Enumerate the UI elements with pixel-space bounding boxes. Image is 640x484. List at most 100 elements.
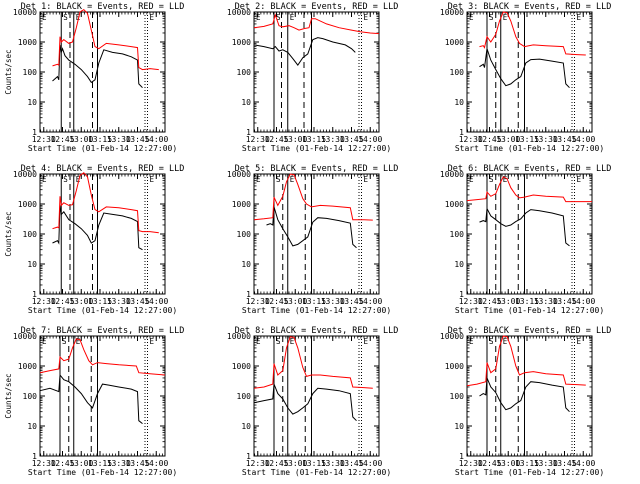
plot-frame [466,335,593,457]
plot-title: Det 8: BLACK = Events, RED = LLD [235,326,399,336]
x-tick-label: 13:00 [69,459,93,468]
y-tick-label: 1000 [445,200,464,209]
detector-plot-9: Det 9: BLACK = Events, RED = LLD 1 10 100 10… [440,326,612,477]
interval-marker-label: E [469,175,474,184]
y-tick-label: 100 [237,230,252,239]
x-tick-label: 13:00 [496,297,520,306]
x-tick-label: 12:30 [246,297,270,306]
detector-plot-1: Det 1: BLACK = Events, RED = LLD 1 10 100 10… [4,2,184,153]
x-tick-label: 14:00 [358,297,382,306]
y-tick-label: 1 [246,290,251,299]
events-series-line [479,206,570,247]
lld-series-line [253,13,380,35]
y-tick-label: 1 [32,290,37,299]
x-tick-label: 13:45 [339,459,363,468]
interval-marker-label: E [577,13,582,22]
detector-plot-7: Det 7: BLACK = Events, RED = LLD 1 10 100 10… [4,326,185,477]
x-tick-label: 13:15 [302,297,326,306]
interval-marker-label: E [256,13,261,22]
y-tick-label: 10 [454,260,464,269]
y-tick-label: 10 [27,422,37,431]
interval-marker-label: E [469,13,474,22]
x-axis-label: Start Time (01-Feb-14 12:27:00) [28,144,177,153]
y-tick-label: 1 [246,452,251,461]
x-tick-label: 13:30 [321,297,345,306]
plot-title: Det 3: BLACK = Events, RED = LLD [448,2,612,12]
events-series-line [253,37,356,66]
x-tick-label: 13:30 [534,459,558,468]
x-tick-label: 13:15 [515,135,539,144]
y-tick-label: 10000 [440,8,464,17]
x-tick-label: 13:15 [88,135,112,144]
interval-marker-label: S [489,337,494,346]
x-axis-label: Start Time (01-Feb-14 12:27:00) [28,306,177,315]
y-tick-label: 1000 [18,200,37,209]
x-tick-label: 14:00 [144,135,168,144]
lld-series-line [466,335,586,387]
y-tick-label: 10 [454,98,464,107]
plot-title: Det 6: BLACK = Events, RED = LLD [448,164,612,174]
x-tick-label: 14:00 [571,135,595,144]
y-tick-label: 1 [32,128,37,137]
x-axis-label: Start Time (01-Feb-14 12:27:00) [28,468,177,477]
interval-marker-label: E [364,175,369,184]
events-series-line [39,373,143,424]
x-tick-label: 13:00 [496,135,520,144]
x-tick-label: 13:45 [125,459,149,468]
x-tick-label: 13:15 [515,459,539,468]
events-series-line [52,44,143,89]
x-tick-label: 12:30 [459,459,483,468]
interval-marker-label: S [276,337,281,346]
x-tick-label: 12:45 [477,297,501,306]
plot-title: Det 7: BLACK = Events, RED = LLD [21,326,185,336]
interval-marker-label: S [63,13,68,22]
lld-series-line [39,338,166,376]
y-tick-label: 10000 [440,170,464,179]
y-tick-label: 100 [237,392,252,401]
detector-plot-2: Det 2: BLACK = Events, RED = LLD 1 10 100 10… [227,2,399,153]
y-tick-label: 100 [237,68,252,77]
y-axis-label: Counts/sec [4,49,13,94]
y-tick-label: 10 [241,422,251,431]
x-tick-label: 13:30 [107,459,131,468]
plot-frame [466,11,593,133]
events-series-line [479,48,570,89]
x-tick-label: 13:30 [107,135,131,144]
lld-series-line [52,172,159,234]
plot-frame [466,173,593,295]
y-tick-label: 100 [450,230,465,239]
plot-title: Det 2: BLACK = Events, RED = LLD [235,2,399,12]
y-tick-label: 10000 [13,8,37,17]
x-tick-label: 13:00 [283,459,307,468]
x-tick-label: 13:30 [321,135,345,144]
x-tick-label: 13:45 [125,135,149,144]
y-tick-label: 10 [27,98,37,107]
interval-marker-label: S [63,175,68,184]
x-axis-label: Start Time (01-Feb-14 12:27:00) [242,306,391,315]
x-tick-label: 13:00 [496,459,520,468]
x-tick-label: 13:45 [552,297,576,306]
y-tick-label: 10000 [13,170,37,179]
interval-marker-label: E [577,337,582,346]
x-tick-label: 13:45 [339,297,363,306]
interval-marker-label: E [42,337,47,346]
plot-title: Det 9: BLACK = Events, RED = LLD [448,326,612,336]
x-tick-label: 13:30 [534,297,558,306]
x-tick-label: 12:30 [246,459,270,468]
lld-series-line [479,11,586,56]
x-tick-label: 12:45 [264,135,288,144]
y-tick-label: 1 [459,128,464,137]
y-tick-label: 10 [241,98,251,107]
y-tick-label: 1 [32,452,37,461]
y-tick-label: 1000 [445,362,464,371]
x-tick-label: 12:45 [50,459,74,468]
lld-series-line [253,173,373,221]
x-tick-label: 14:00 [358,459,382,468]
x-axis-label: Start Time (01-Feb-14 12:27:00) [455,144,604,153]
lld-series-line [253,336,373,389]
interval-marker-label: E [364,337,369,346]
y-tick-label: 1000 [232,200,251,209]
events-series-line [479,377,570,413]
plot-frame [253,11,380,133]
